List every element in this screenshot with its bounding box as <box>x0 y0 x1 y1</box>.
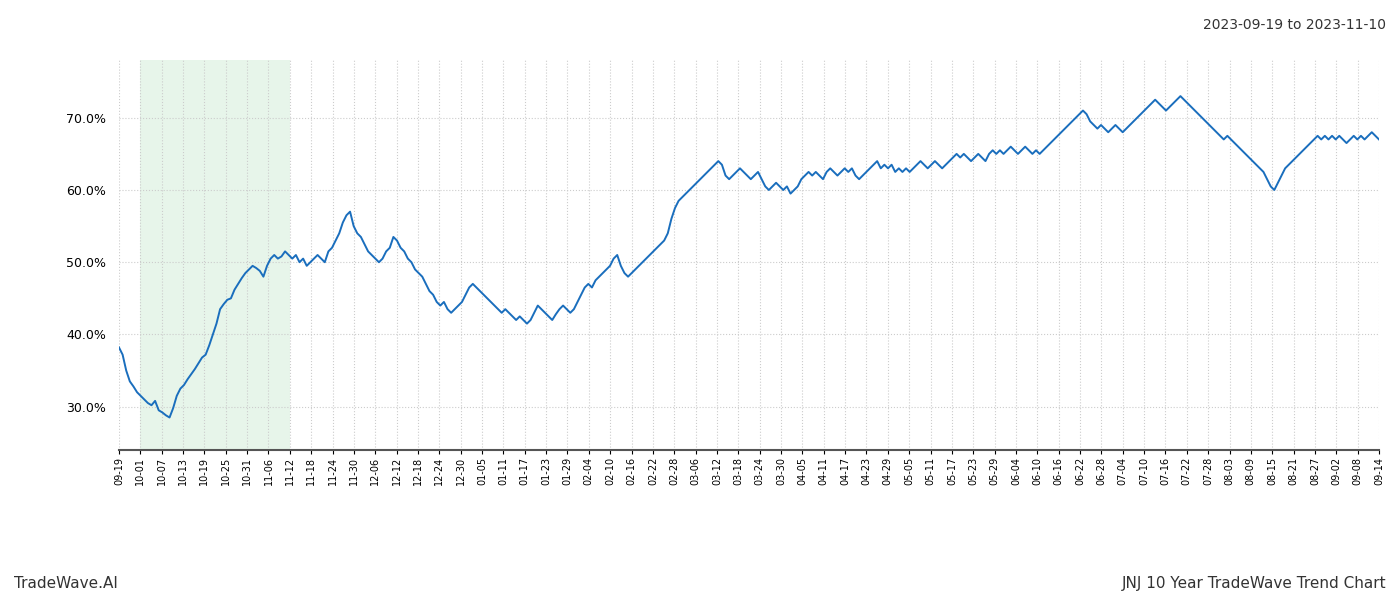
Text: JNJ 10 Year TradeWave Trend Chart: JNJ 10 Year TradeWave Trend Chart <box>1121 576 1386 591</box>
Bar <box>140 60 290 450</box>
Text: TradeWave.AI: TradeWave.AI <box>14 576 118 591</box>
Text: 2023-09-19 to 2023-11-10: 2023-09-19 to 2023-11-10 <box>1203 18 1386 32</box>
